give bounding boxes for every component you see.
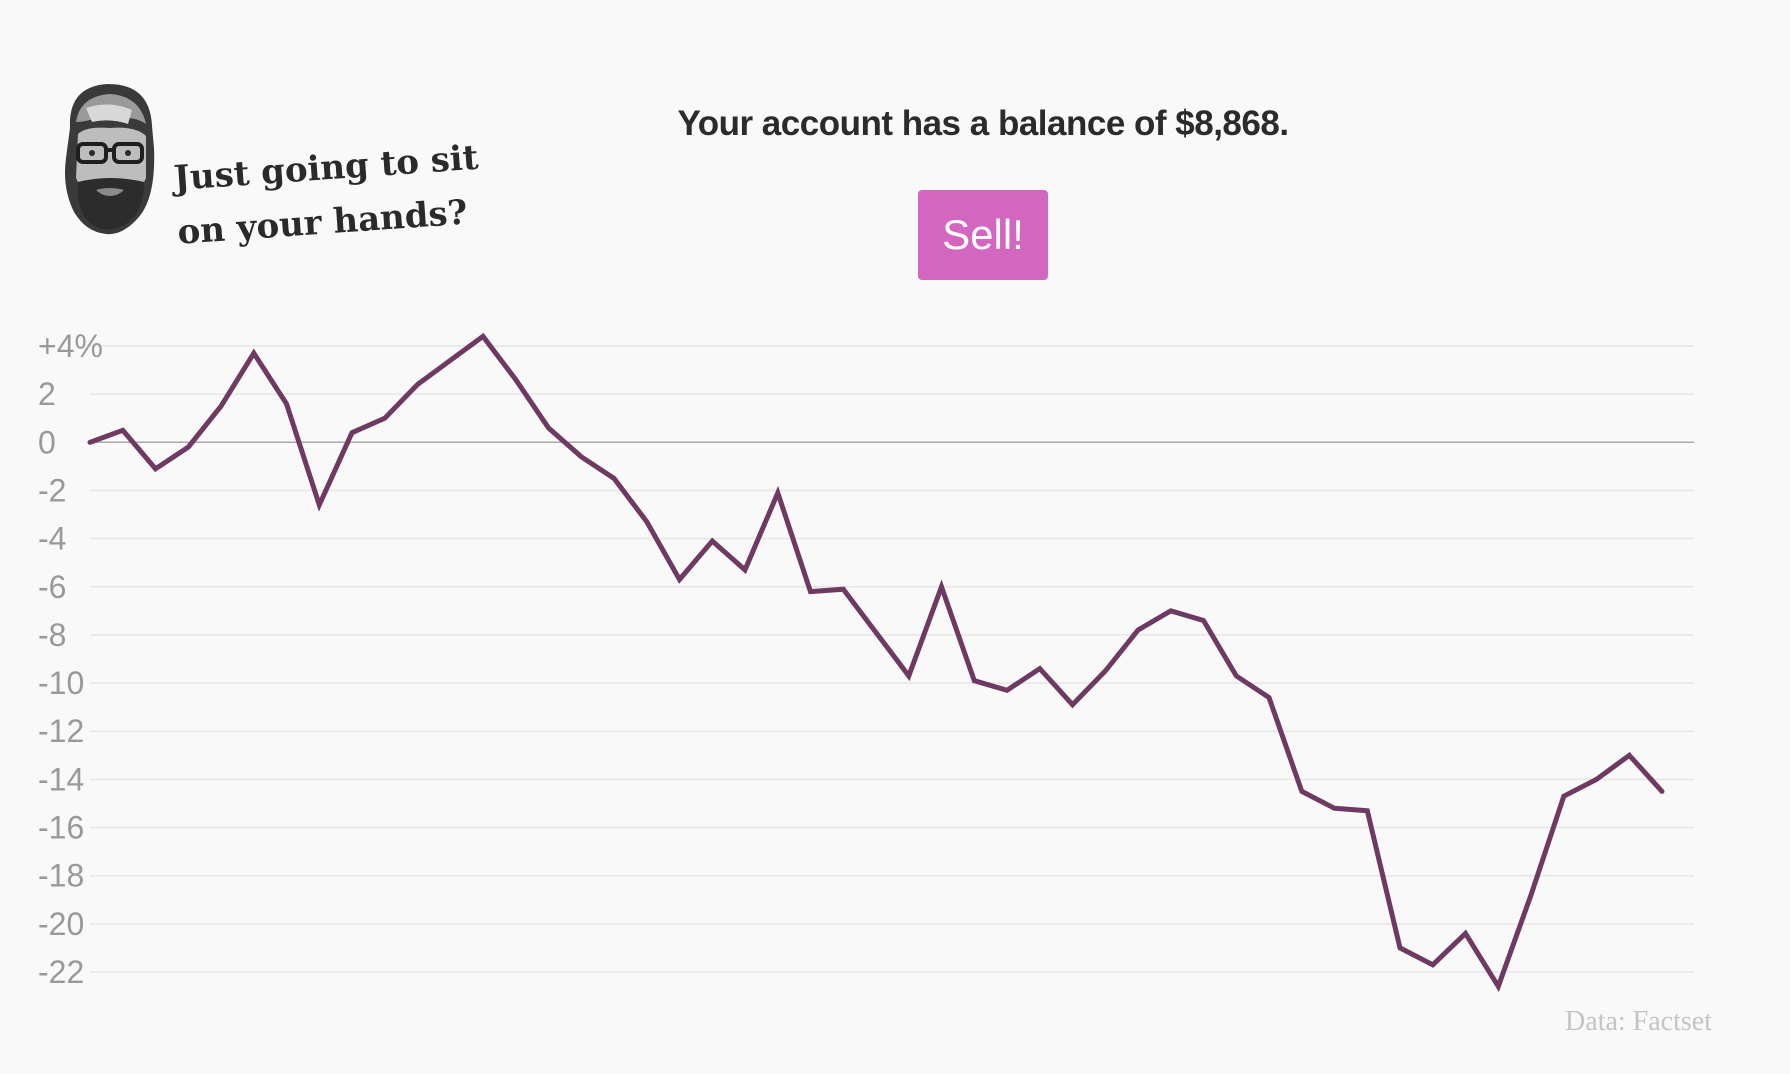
avatar <box>65 84 155 235</box>
y-tick-label: 0 <box>38 424 56 460</box>
y-tick-label: -22 <box>38 954 84 990</box>
series-line <box>87 332 1665 993</box>
y-axis-ticks: +4% 2 0 -2 -4 -6 -8 -10 -12 -14 -16 -18 -20 -22 <box>38 328 103 990</box>
series-layer <box>87 332 1665 993</box>
y-tick-label: -6 <box>38 569 66 605</box>
data-source-note: Data: Factset <box>1565 1006 1712 1037</box>
y-tick-label: -16 <box>38 810 84 846</box>
y-tick-label: -18 <box>38 858 84 894</box>
y-tick-label: -8 <box>38 617 66 653</box>
y-tick-label: +4% <box>38 328 103 364</box>
y-tick-label: -12 <box>38 713 84 749</box>
y-tick-label: -14 <box>38 761 84 797</box>
grid-layer <box>90 345 1694 973</box>
y-tick-label: -2 <box>38 472 66 508</box>
account-balance: Your account has a balance of $8,868. <box>677 104 1289 143</box>
sell-button[interactable]: Sell! <box>918 190 1048 280</box>
y-tick-label: -10 <box>38 665 84 701</box>
y-tick-label: -20 <box>38 906 84 942</box>
y-tick-label: -4 <box>38 521 66 557</box>
y-tick-label: 2 <box>38 376 56 412</box>
